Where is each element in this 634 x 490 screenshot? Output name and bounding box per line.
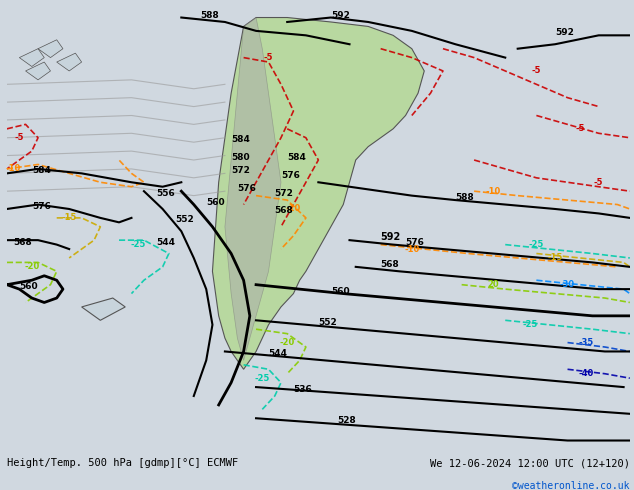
Text: -10: -10: [6, 165, 21, 173]
Text: -5: -5: [15, 133, 24, 142]
Text: 584: 584: [287, 153, 306, 162]
Text: 588: 588: [455, 193, 474, 202]
Text: -20: -20: [24, 262, 39, 271]
Text: 560: 560: [20, 282, 38, 291]
Text: -20: -20: [280, 338, 295, 347]
Text: 572: 572: [275, 189, 294, 197]
Text: -5: -5: [532, 67, 541, 75]
Text: 592: 592: [555, 28, 574, 37]
Text: 568: 568: [13, 238, 32, 246]
Text: -35: -35: [579, 338, 594, 347]
Text: -40: -40: [579, 369, 594, 378]
Text: -15: -15: [61, 213, 77, 222]
Text: -10: -10: [286, 204, 301, 214]
Text: 556: 556: [157, 189, 175, 197]
Text: -5: -5: [575, 124, 585, 133]
Text: 552: 552: [318, 318, 337, 327]
Text: 592: 592: [331, 10, 350, 20]
Text: 588: 588: [200, 10, 219, 20]
Text: 584: 584: [32, 167, 51, 175]
Text: -25: -25: [130, 240, 145, 249]
Text: 576: 576: [237, 184, 256, 193]
Text: -5: -5: [594, 178, 604, 187]
Text: -10: -10: [485, 187, 500, 196]
Text: -10: -10: [404, 245, 420, 253]
Text: -30: -30: [560, 280, 575, 289]
Polygon shape: [38, 40, 63, 58]
Text: 568: 568: [275, 206, 294, 216]
Text: 536: 536: [294, 385, 312, 393]
Text: 20: 20: [487, 280, 498, 289]
Text: 580: 580: [231, 153, 250, 162]
Text: 576: 576: [406, 238, 424, 246]
Text: 572: 572: [231, 167, 250, 175]
Text: 544: 544: [269, 349, 288, 358]
Text: 552: 552: [175, 215, 194, 224]
Polygon shape: [212, 18, 424, 369]
Text: 560: 560: [206, 197, 225, 206]
Text: 592: 592: [380, 232, 401, 242]
Text: -25: -25: [529, 240, 544, 249]
Text: 584: 584: [231, 135, 250, 144]
Text: Height/Temp. 500 hPa [gdmp][°C] ECMWF: Height/Temp. 500 hPa [gdmp][°C] ECMWF: [7, 458, 238, 468]
Polygon shape: [56, 53, 82, 71]
Text: -25: -25: [522, 320, 538, 329]
Text: We 12-06-2024 12:00 UTC (12+120): We 12-06-2024 12:00 UTC (12+120): [430, 458, 630, 468]
Text: -5: -5: [264, 53, 273, 62]
Polygon shape: [225, 18, 281, 360]
Text: 568: 568: [380, 260, 399, 269]
Polygon shape: [20, 49, 44, 67]
Polygon shape: [25, 62, 51, 80]
Text: 576: 576: [281, 171, 300, 180]
Text: -15: -15: [547, 253, 563, 263]
Polygon shape: [82, 298, 126, 320]
Text: 560: 560: [331, 287, 349, 295]
Text: -25: -25: [255, 374, 270, 383]
Text: ©weatheronline.co.uk: ©weatheronline.co.uk: [512, 481, 630, 490]
Text: 576: 576: [32, 202, 51, 211]
Text: 544: 544: [157, 238, 176, 246]
Text: 528: 528: [337, 416, 356, 425]
